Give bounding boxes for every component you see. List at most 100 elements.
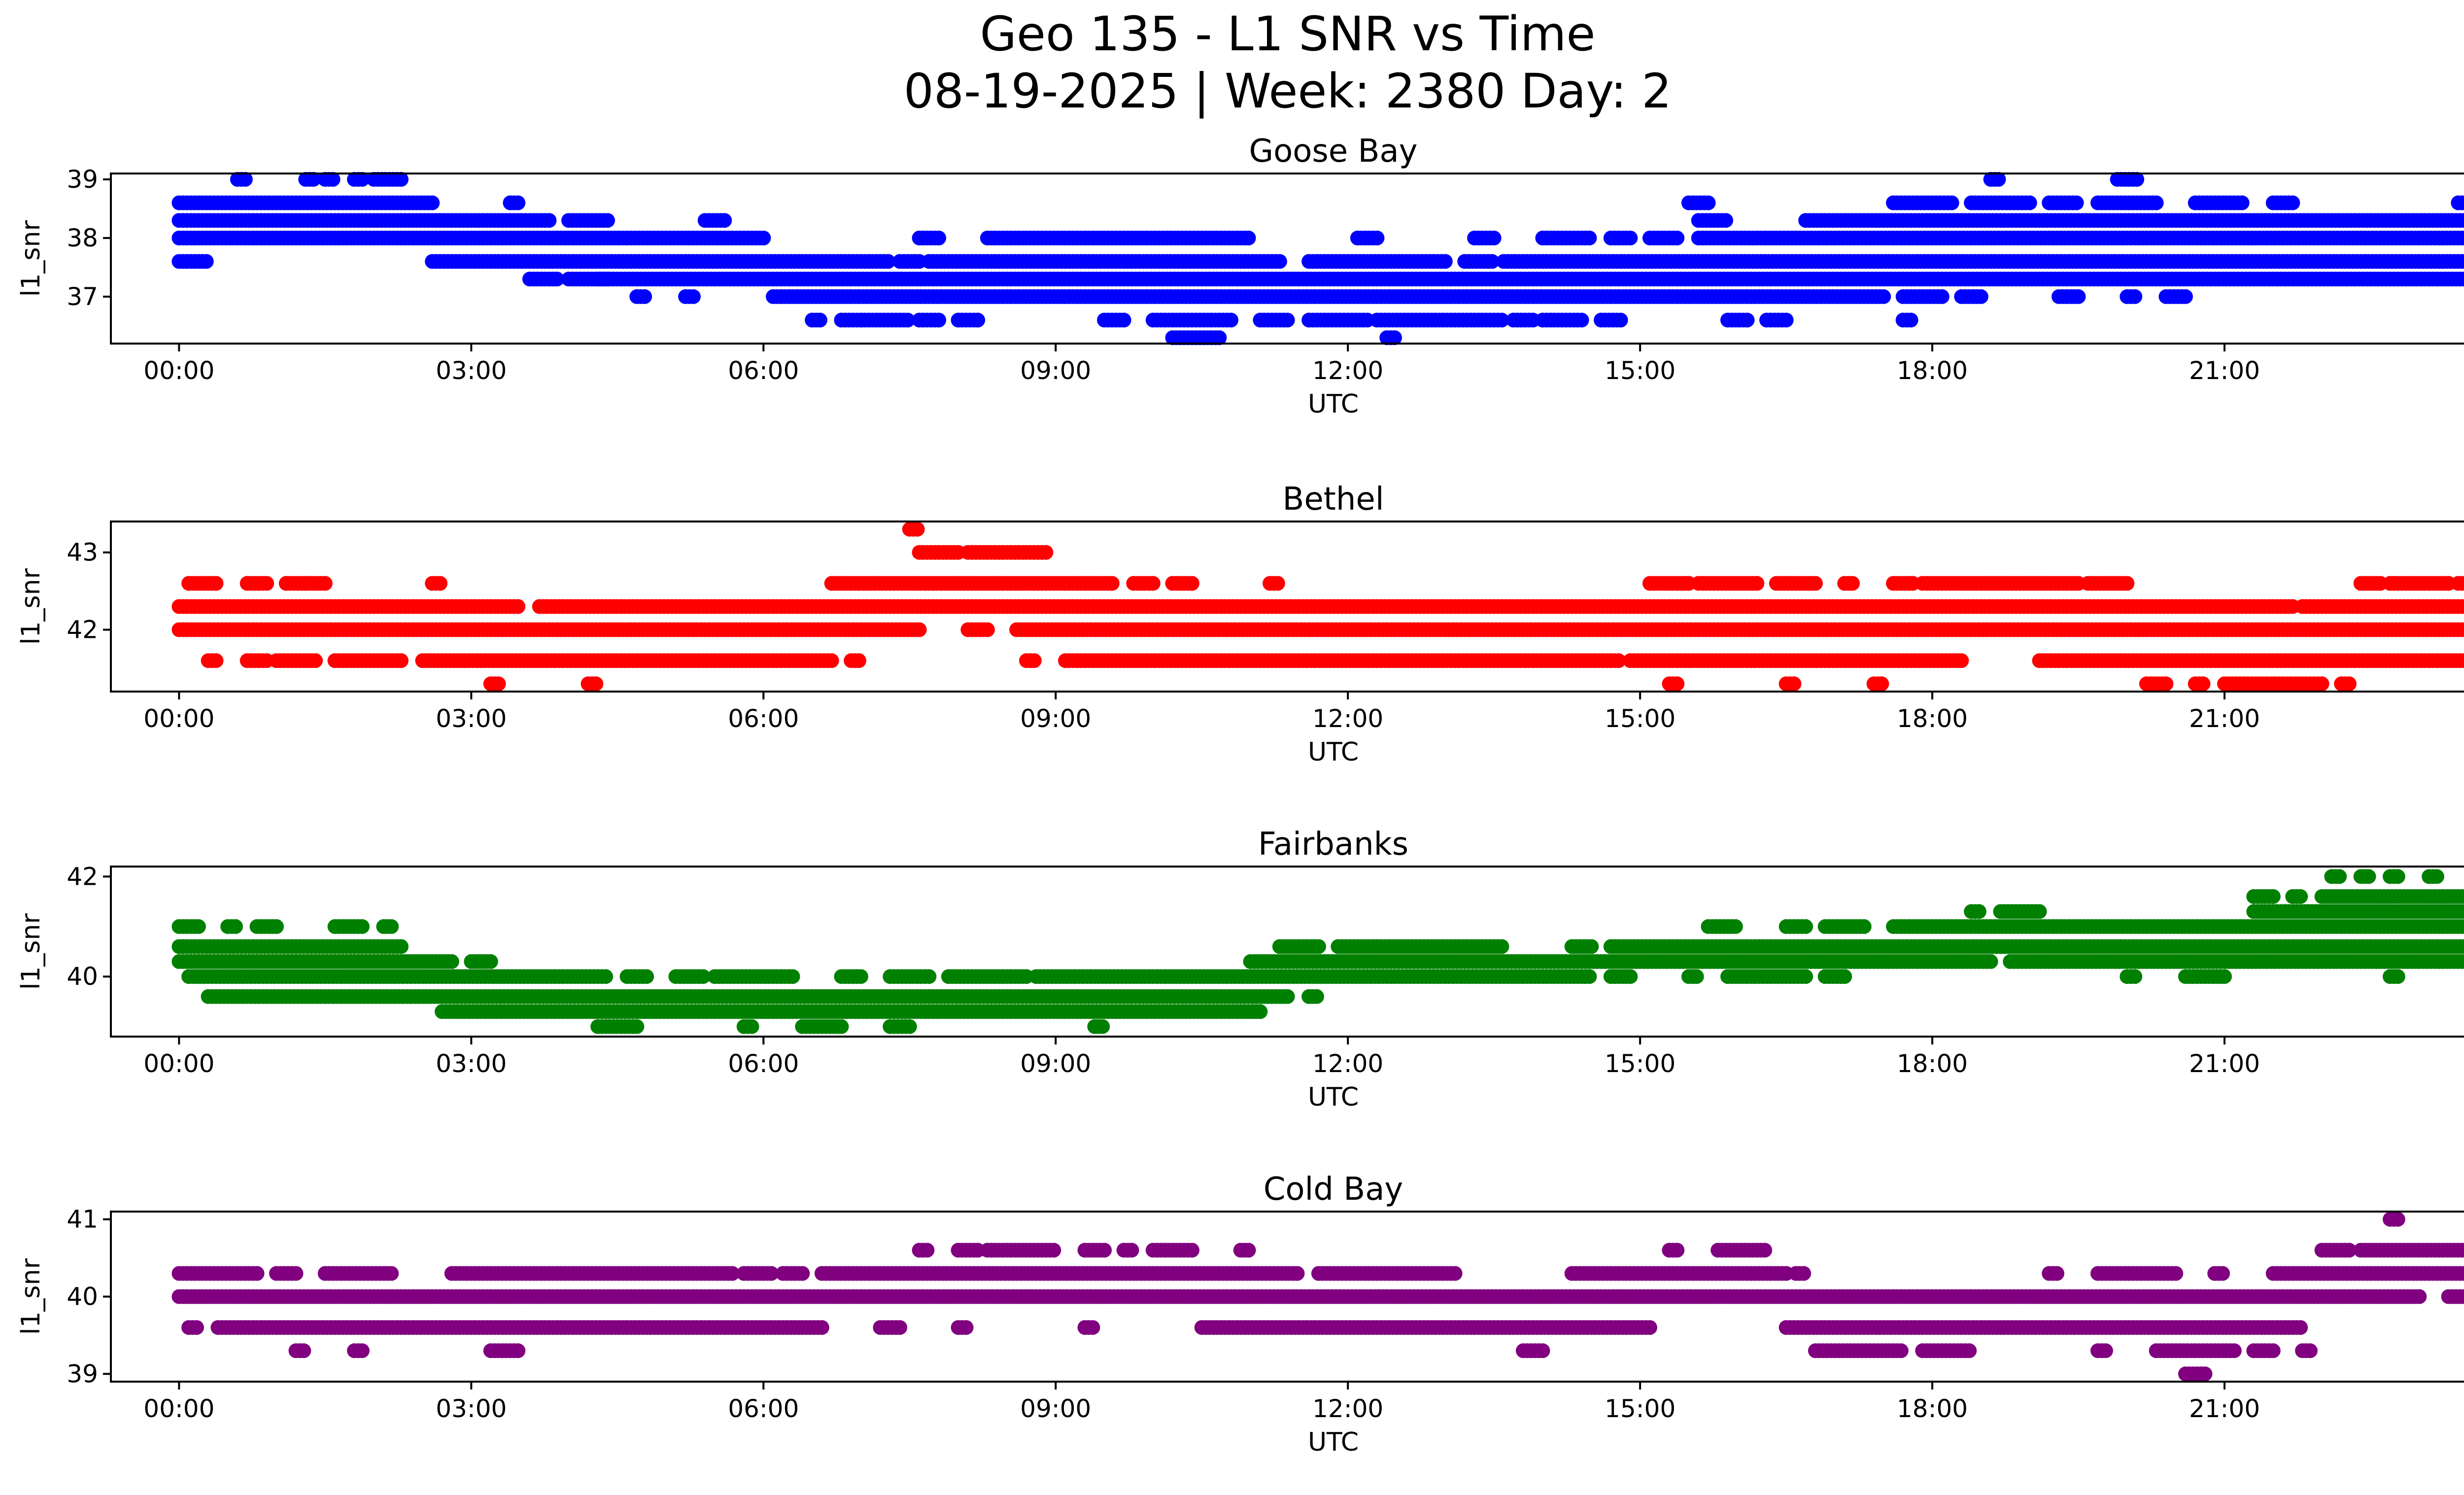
data-point — [1718, 213, 1733, 228]
data-point — [542, 213, 557, 228]
data-point — [1184, 576, 1199, 591]
data-point — [1954, 653, 1969, 668]
x-tick-label: 12:00 — [1312, 704, 1383, 733]
data-point — [394, 653, 409, 668]
data-point — [1582, 230, 1597, 245]
data-point — [2293, 889, 2308, 904]
data-point — [1749, 576, 1765, 591]
data-point — [2149, 195, 2164, 210]
data-point — [1845, 576, 1860, 591]
data-point — [2234, 195, 2250, 210]
data-point — [511, 599, 526, 614]
panel-title: Fairbanks — [1258, 826, 1408, 863]
data-point — [2342, 676, 2357, 692]
data-point — [1786, 676, 1802, 692]
data-point — [912, 622, 927, 637]
data-point — [1670, 230, 1685, 245]
scatter-series — [171, 522, 2464, 692]
data-point — [2158, 676, 2174, 692]
data-point — [1369, 230, 1385, 245]
panel-title: Goose Bay — [1249, 133, 1418, 170]
data-point — [1874, 676, 1889, 692]
data-point — [1027, 653, 1042, 668]
data-point — [491, 676, 506, 692]
x-tick-label: 12:00 — [1312, 356, 1383, 385]
x-tick-label: 03:00 — [436, 704, 507, 733]
x-tick-label: 15:00 — [1605, 356, 1676, 385]
data-point — [685, 289, 701, 304]
data-point — [600, 213, 615, 228]
data-point — [2120, 576, 2135, 591]
data-point — [433, 576, 448, 591]
data-point — [2178, 289, 2193, 304]
x-tick-label: 03:00 — [436, 356, 507, 385]
data-point — [2429, 869, 2444, 884]
data-point — [851, 653, 866, 668]
data-point — [269, 919, 284, 934]
data-point — [812, 313, 827, 328]
data-point — [1486, 230, 1502, 245]
data-point — [910, 522, 925, 537]
panel-title: Bethel — [1282, 481, 1384, 518]
data-point — [1973, 289, 1988, 304]
data-point — [2195, 676, 2211, 692]
data-point — [308, 653, 323, 668]
data-point — [1613, 313, 1628, 328]
y-axis-label: l1_snr — [16, 220, 46, 297]
scatter-series — [171, 172, 2464, 346]
data-point — [980, 622, 995, 637]
data-point — [1038, 545, 1054, 560]
data-point — [425, 195, 440, 210]
x-tick-label: 21:00 — [2189, 356, 2260, 385]
data-point — [1437, 254, 1453, 269]
data-point — [208, 653, 224, 668]
data-point — [1241, 230, 1256, 245]
data-point — [756, 230, 771, 245]
x-axis-label: UTC — [1308, 737, 1359, 767]
x-tick-label: 00:00 — [143, 704, 214, 733]
data-point — [1623, 230, 1638, 245]
data-point — [2463, 198, 2464, 208]
y-axis-label: l1_snr — [16, 568, 46, 645]
x-tick-label: 09:00 — [1020, 356, 1091, 385]
x-axis-label: UTC — [1308, 389, 1359, 419]
data-point — [191, 919, 206, 934]
data-point — [1272, 254, 1287, 269]
x-tick-label: 18:00 — [1897, 704, 1968, 733]
data-point — [1701, 195, 1716, 210]
y-tick-label: 39 — [67, 165, 98, 194]
data-point — [1104, 576, 1120, 591]
data-point — [1670, 676, 1685, 692]
data-point — [1740, 313, 1755, 328]
data-point — [2285, 195, 2300, 210]
data-point — [2127, 289, 2143, 304]
data-point — [199, 254, 214, 269]
data-point — [824, 653, 839, 668]
data-point — [637, 289, 652, 304]
data-point — [931, 230, 946, 245]
data-point — [1779, 313, 1794, 328]
data-point — [588, 676, 604, 692]
data-point — [1116, 313, 1131, 328]
x-tick-label: 18:00 — [1897, 356, 1968, 385]
data-point — [2071, 289, 2086, 304]
data-point — [2390, 869, 2405, 884]
data-point — [208, 576, 224, 591]
data-point — [228, 919, 243, 934]
x-tick-label: 09:00 — [1020, 704, 1091, 733]
data-point — [2361, 869, 2376, 884]
data-point — [384, 919, 399, 934]
data-point — [1856, 919, 1872, 934]
data-point — [1270, 576, 1285, 591]
data-point — [2459, 231, 2464, 245]
data-point — [1971, 904, 1986, 919]
data-point — [354, 919, 370, 934]
y-tick-label: 38 — [67, 224, 98, 252]
data-point — [2461, 214, 2464, 227]
data-point — [2032, 904, 2047, 919]
y-tick-label: 42 — [67, 616, 98, 644]
x-tick-label: 06:00 — [728, 704, 799, 733]
data-point — [717, 213, 732, 228]
